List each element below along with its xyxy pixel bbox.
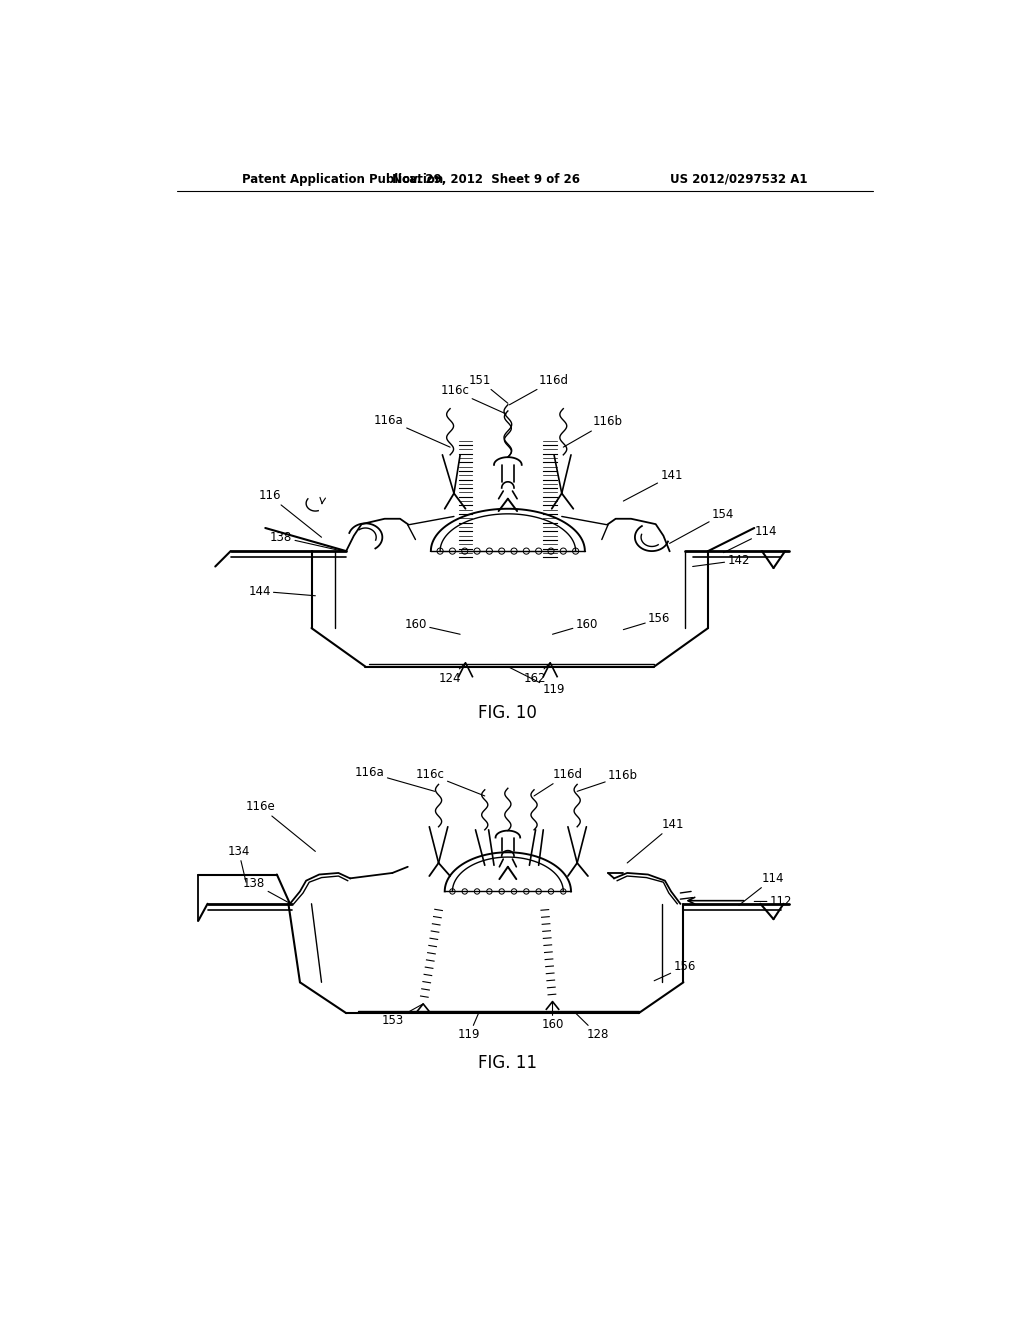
Text: 119: 119: [458, 1014, 480, 1041]
Text: 141: 141: [624, 469, 683, 502]
Text: 128: 128: [575, 1014, 609, 1041]
Text: 134: 134: [227, 845, 250, 882]
Text: 116a: 116a: [355, 767, 435, 792]
Text: 116c: 116c: [440, 384, 506, 414]
Text: 116b: 116b: [563, 416, 623, 447]
Text: 116b: 116b: [578, 770, 638, 792]
Text: 160: 160: [404, 618, 460, 635]
Text: Nov. 29, 2012  Sheet 9 of 26: Nov. 29, 2012 Sheet 9 of 26: [392, 173, 581, 186]
Text: 156: 156: [654, 961, 695, 981]
Text: 116d: 116d: [509, 374, 568, 405]
Text: 112: 112: [755, 895, 793, 908]
Text: 156: 156: [624, 612, 671, 630]
Text: 116c: 116c: [416, 768, 484, 796]
Text: 116a: 116a: [374, 413, 451, 447]
Text: 153: 153: [381, 1003, 423, 1027]
Text: FIG. 11: FIG. 11: [478, 1055, 538, 1072]
Text: US 2012/0297532 A1: US 2012/0297532 A1: [670, 173, 808, 186]
Text: 160: 160: [542, 1002, 563, 1031]
Text: 116e: 116e: [246, 800, 315, 851]
Text: 138: 138: [270, 531, 342, 552]
Text: 154: 154: [670, 508, 734, 544]
Text: 162: 162: [523, 663, 550, 685]
Text: 142: 142: [692, 554, 750, 566]
Text: 116: 116: [258, 490, 322, 537]
Text: 160: 160: [553, 618, 598, 635]
Text: 141: 141: [628, 818, 684, 863]
Text: 114: 114: [739, 871, 784, 906]
Text: 114: 114: [724, 525, 777, 553]
Text: Patent Application Publication: Patent Application Publication: [243, 173, 443, 186]
Text: FIG. 10: FIG. 10: [478, 704, 538, 722]
Text: 144: 144: [248, 585, 315, 598]
Text: 119: 119: [508, 667, 565, 696]
Text: 138: 138: [243, 878, 291, 904]
Text: 151: 151: [469, 374, 508, 404]
Text: 116d: 116d: [535, 768, 583, 796]
Text: 124: 124: [439, 663, 466, 685]
